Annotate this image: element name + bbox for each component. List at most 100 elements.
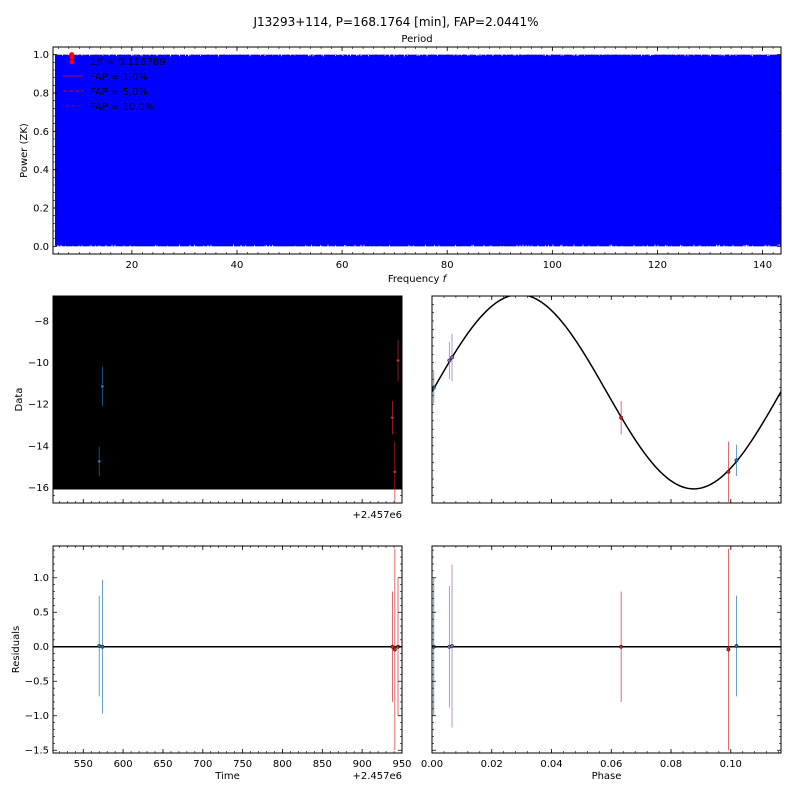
x-tick-label: 650 [153, 759, 172, 770]
x-tick-label: 700 [193, 759, 212, 770]
x-tick-label: 0.10 [720, 759, 742, 770]
chart-panels: 20 40 60 80 100 120 140 0.0 0.2 0.4 0.6 0.8 1.0 Perio… [11, 34, 782, 782]
major-ticks [53, 296, 403, 503]
point-marker [396, 358, 400, 363]
plot-area-data-vs-time [53, 296, 402, 502]
data-point [392, 548, 397, 751]
data-point [450, 564, 454, 728]
data-point [100, 579, 105, 714]
major-ticks [53, 546, 403, 753]
x-tick-label: 750 [233, 759, 252, 770]
data-point [734, 595, 739, 697]
y-tick-label: 0.4 [33, 165, 49, 176]
data-point [734, 444, 739, 476]
y-tick-label: 0.6 [33, 127, 49, 138]
x-tick-label: 20 [125, 260, 138, 271]
point-marker [450, 644, 454, 648]
x-tick-label: 40 [231, 260, 244, 271]
x-tick-label: 950 [392, 759, 411, 770]
x-tick-label: 140 [753, 260, 772, 271]
point-marker [450, 355, 454, 360]
data-point [97, 446, 102, 476]
y-tick-label: −14 [28, 441, 49, 452]
power-fill-gaps [54, 53, 780, 248]
x-tick-label: 0.06 [600, 759, 622, 770]
minor-ticks-x [59, 296, 403, 503]
x-axis-label: Phase [592, 771, 622, 782]
legend-label: FAP = 10.0% [90, 102, 154, 113]
data-point [447, 341, 452, 380]
data-point [97, 595, 102, 697]
axes-frame [52, 295, 403, 504]
legend: 1/f = 0.116789 FAP = 1.0% FAP = 5.0% FAP = … [63, 54, 166, 113]
plot-area-data-vs-phase [432, 296, 781, 502]
legend-label: FAP = 1.0% [90, 72, 148, 83]
point-marker [100, 644, 105, 649]
legend-marker [69, 54, 75, 60]
x-tick-label: 900 [353, 759, 372, 770]
y-tick-label: −10 [28, 358, 49, 369]
x-tick-label: 120 [648, 260, 667, 271]
x-tick-label: 60 [336, 260, 349, 271]
legend-label: FAP = 5.0% [90, 87, 148, 98]
y-tick-label: 0.5 [33, 608, 49, 619]
power-fill [55, 54, 781, 247]
x-tick-label: 0.08 [660, 759, 682, 770]
y-tick-label: −1.0 [25, 711, 49, 722]
panel-data-vs-time: −16 −14 −12 −10 −8 +2.457e6 Data [14, 295, 403, 521]
x-tick-label: 800 [273, 759, 292, 770]
legend-marker [69, 59, 75, 65]
y-tick-label: −0.5 [25, 677, 49, 688]
point-marker [619, 644, 624, 649]
x-tick-label: 550 [74, 759, 93, 770]
model-curve [432, 296, 781, 490]
data-point [390, 591, 395, 702]
point-marker [97, 644, 102, 648]
legend-label: 1/f = 0.116789 [90, 57, 166, 68]
y-tick-label: 1.0 [33, 50, 49, 61]
y-axis-label: Residuals [11, 626, 22, 673]
data-point [392, 441, 397, 502]
panel-residuals-vs-phase: 0.00 0.02 0.04 0.06 0.08 0.10 Phase [421, 545, 782, 782]
major-ticks [431, 546, 781, 753]
y-tick-label: 1.0 [33, 573, 49, 584]
y-tick-label: −12 [28, 400, 49, 411]
major-ticks [53, 47, 781, 254]
x-offset-text: +2.457e6 [352, 510, 402, 521]
panel-periodogram: 20 40 60 80 100 120 140 0.0 0.2 0.4 0.6 0.8 1.0 Perio… [19, 34, 782, 285]
data-point [726, 441, 731, 502]
point-marker [392, 469, 397, 474]
point-marker [390, 644, 395, 649]
data-point [726, 548, 731, 751]
data-point [450, 333, 454, 382]
point-marker [392, 647, 397, 652]
x-tick-label: 100 [543, 260, 562, 271]
x-tick-label: 0.04 [540, 759, 562, 770]
x-axis-label: Frequency f [388, 274, 448, 285]
axes-frame [431, 545, 782, 754]
point-marker [726, 469, 731, 474]
point-marker [97, 459, 102, 464]
point-marker [390, 415, 395, 420]
x-tick-label: 0.00 [421, 759, 443, 770]
x-tick-label: 0.02 [481, 759, 503, 770]
y-axis-label: Power (ZK) [19, 123, 30, 178]
x-tick-label: 850 [313, 759, 332, 770]
y-tick-label: −8 [34, 316, 49, 327]
point-marker [734, 458, 739, 463]
minor-ticks-x [59, 546, 403, 753]
minor-ticks-y [432, 295, 781, 497]
point-marker [100, 384, 105, 389]
plot-area-residuals-vs-phase [432, 548, 781, 751]
data-point [390, 401, 395, 435]
axes-frame [431, 295, 782, 504]
axes-frame [52, 545, 403, 754]
y-tick-label: −16 [28, 483, 49, 494]
x-tick-label: 600 [114, 759, 133, 770]
point-marker [447, 358, 452, 363]
point-marker [726, 647, 731, 652]
major-ticks [431, 296, 732, 503]
y-tick-label: 0.0 [33, 642, 49, 653]
panel-title: Period [401, 34, 432, 45]
panel-residuals-vs-time: 550 600 650 700 750 800 850 900 950 −1.5 −1.0 −0.5 0… [11, 545, 412, 782]
